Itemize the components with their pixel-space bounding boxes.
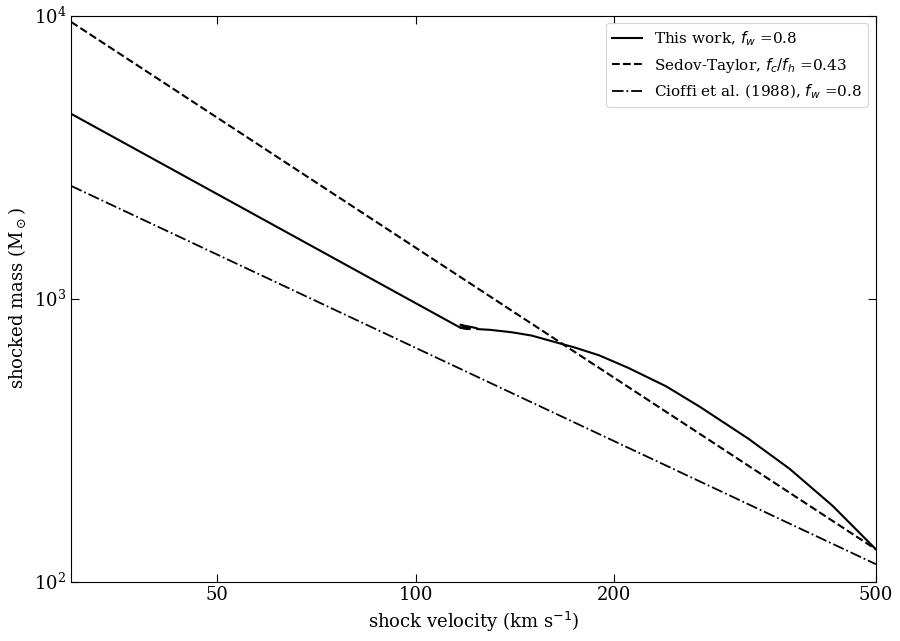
Sedov-Taylor, $f_c/f_h$ =0.43 xyxy=(453,272,464,279)
This work, $f_w$ =0.8 xyxy=(107,133,118,140)
Cioffi et al. (1988), $f_w$ =0.8 xyxy=(725,492,736,500)
This work, $f_w$ =0.8 xyxy=(410,299,421,307)
This work, $f_w$ =0.8 xyxy=(457,321,468,329)
Legend: This work, $f_w$ =0.8, Sedov-Taylor, $f_c/f_h$ =0.43, Cioffi et al. (1988), $f_w: This work, $f_w$ =0.8, Sedov-Taylor, $f_… xyxy=(606,23,868,107)
Cioffi et al. (1988), $f_w$ =0.8 xyxy=(501,387,512,394)
Cioffi et al. (1988), $f_w$ =0.8 xyxy=(544,407,555,415)
Sedov-Taylor, $f_c/f_h$ =0.43 xyxy=(448,269,459,276)
This work, $f_w$ =0.8 xyxy=(267,221,278,228)
Sedov-Taylor, $f_c/f_h$ =0.43 xyxy=(725,451,736,458)
Line: This work, $f_w$ =0.8: This work, $f_w$ =0.8 xyxy=(71,114,876,549)
This work, $f_w$ =0.8 xyxy=(291,233,302,241)
Cioffi et al. (1988), $f_w$ =0.8 xyxy=(448,362,459,369)
Sedov-Taylor, $f_c/f_h$ =0.43 xyxy=(870,545,881,553)
Sedov-Taylor, $f_c/f_h$ =0.43 xyxy=(851,533,862,540)
Sedov-Taylor, $f_c/f_h$ =0.43 xyxy=(544,332,555,340)
Line: Sedov-Taylor, $f_c/f_h$ =0.43: Sedov-Taylor, $f_c/f_h$ =0.43 xyxy=(71,22,876,549)
Line: Cioffi et al. (1988), $f_w$ =0.8: Cioffi et al. (1988), $f_w$ =0.8 xyxy=(71,186,876,564)
Cioffi et al. (1988), $f_w$ =0.8 xyxy=(870,560,881,568)
Y-axis label: shocked mass (M$_\odot$): shocked mass (M$_\odot$) xyxy=(7,208,28,390)
This work, $f_w$ =0.8 xyxy=(66,110,77,118)
Cioffi et al. (1988), $f_w$ =0.8 xyxy=(851,551,862,559)
Cioffi et al. (1988), $f_w$ =0.8 xyxy=(453,364,464,372)
This work, $f_w$ =0.8 xyxy=(870,545,881,553)
Sedov-Taylor, $f_c/f_h$ =0.43 xyxy=(501,303,512,311)
Sedov-Taylor, $f_c/f_h$ =0.43 xyxy=(66,18,77,26)
This work, $f_w$ =0.8 xyxy=(252,212,263,220)
Cioffi et al. (1988), $f_w$ =0.8 xyxy=(66,182,77,190)
X-axis label: shock velocity (km s$^{-1}$): shock velocity (km s$^{-1}$) xyxy=(368,610,580,634)
